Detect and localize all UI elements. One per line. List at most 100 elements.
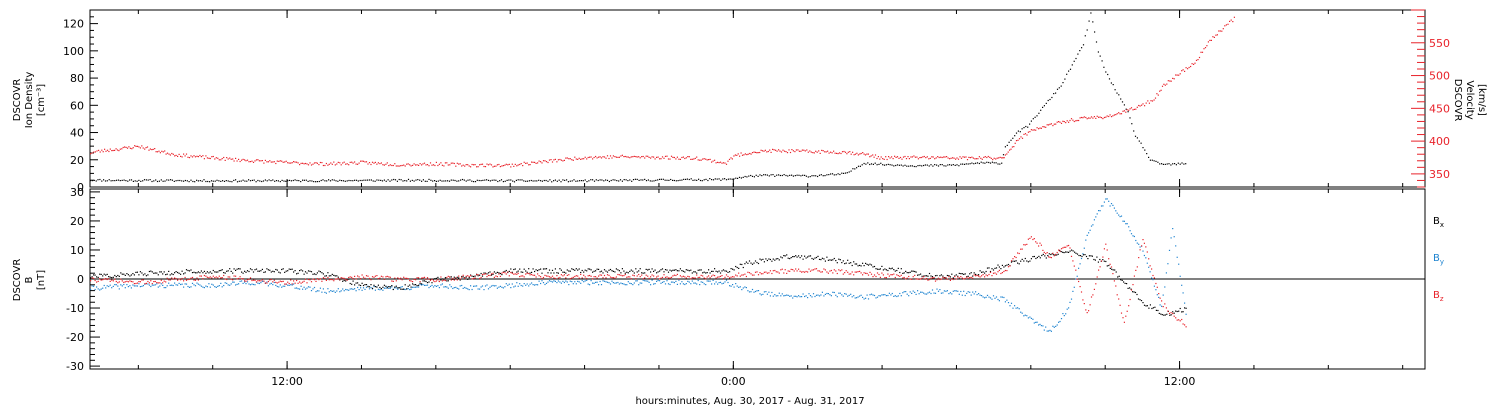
- bz-point: [790, 268, 792, 270]
- bx-point: [1075, 252, 1077, 254]
- by-point: [905, 291, 907, 293]
- by-point: [973, 293, 975, 295]
- bx-point: [715, 270, 717, 272]
- velocity-point: [706, 159, 708, 161]
- bx-point: [812, 258, 815, 260]
- velocity-point: [1147, 100, 1149, 102]
- bx-point: [595, 270, 597, 272]
- velocity-point: [1209, 39, 1211, 41]
- density-point: [610, 179, 612, 182]
- bx-point: [878, 268, 880, 270]
- by-point: [747, 290, 749, 292]
- by-point: [781, 293, 783, 295]
- by-point: [614, 282, 616, 284]
- density-point: [391, 179, 393, 181]
- bx-point: [1179, 307, 1181, 310]
- bx-point: [1024, 257, 1026, 260]
- bz-point: [1059, 250, 1061, 252]
- by-point: [592, 282, 594, 284]
- density-point: [937, 165, 940, 167]
- bz-point: [805, 270, 807, 273]
- by-point: [154, 284, 156, 286]
- bx-point: [343, 279, 345, 282]
- velocity-point: [345, 163, 347, 165]
- velocity-point: [227, 158, 229, 160]
- bx-point: [362, 284, 365, 287]
- velocity-point: [510, 166, 512, 168]
- by-point: [315, 291, 317, 293]
- velocity-point: [825, 151, 827, 153]
- bx-point: [211, 272, 213, 274]
- bz-point: [942, 276, 944, 278]
- by-point: [691, 280, 693, 282]
- bx-point: [1076, 253, 1079, 255]
- density-point: [770, 174, 772, 176]
- bz-point: [1032, 238, 1034, 241]
- density-point: [409, 180, 411, 182]
- bx-point: [778, 259, 780, 261]
- by-point: [697, 279, 699, 282]
- bx-point: [757, 262, 760, 265]
- by-point: [528, 285, 530, 287]
- velocity-point: [789, 151, 792, 154]
- bz-point: [1128, 305, 1130, 307]
- bz-point: [93, 277, 95, 279]
- velocity-point: [940, 156, 942, 158]
- velocity-point: [1045, 126, 1047, 128]
- by-point: [479, 288, 481, 290]
- bz-point: [302, 281, 304, 283]
- by-point: [118, 288, 120, 290]
- velocity-point: [483, 165, 485, 168]
- by-point: [487, 288, 490, 290]
- by-point: [1012, 307, 1014, 309]
- density-point: [192, 180, 194, 183]
- bx-point: [995, 267, 998, 269]
- bz-point: [498, 273, 500, 275]
- by-point: [493, 285, 495, 287]
- bz-point: [135, 282, 137, 285]
- by-point: [1153, 285, 1155, 287]
- velocity-point: [678, 158, 680, 160]
- by-point: [1106, 198, 1108, 200]
- velocity-point: [947, 157, 949, 159]
- bz-point: [458, 275, 460, 277]
- bz-point: [102, 279, 104, 281]
- bz-point: [566, 274, 568, 276]
- bz-point: [410, 280, 412, 282]
- by-point: [163, 287, 165, 289]
- bz-point: [486, 276, 488, 278]
- velocity-point: [196, 155, 198, 157]
- by-point: [666, 280, 668, 282]
- velocity-point: [722, 162, 725, 164]
- by-point: [829, 294, 831, 296]
- velocity-point: [1115, 114, 1117, 116]
- density-point: [1051, 96, 1053, 99]
- by-point: [102, 287, 104, 289]
- x-axis-title: hours:minutes, Aug. 30, 2017 - Aug. 31, …: [635, 396, 864, 407]
- by-point: [1023, 315, 1025, 317]
- velocity-point: [1006, 153, 1008, 155]
- velocity-point: [484, 166, 487, 168]
- by-point: [428, 287, 430, 289]
- velocity-point: [885, 156, 887, 158]
- by-point: [492, 284, 494, 287]
- by-point: [162, 284, 164, 286]
- density-point: [1094, 31, 1096, 33]
- velocity-point: [1076, 119, 1078, 122]
- density-point: [142, 180, 144, 182]
- by-point: [687, 280, 689, 282]
- bz-point: [581, 277, 583, 279]
- bx-point: [1158, 312, 1160, 314]
- by-point: [648, 281, 650, 283]
- density-point: [487, 179, 490, 181]
- density-point: [651, 180, 653, 182]
- bz-point: [1062, 247, 1064, 249]
- bx-point: [1027, 261, 1029, 263]
- by-point: [937, 290, 940, 292]
- density-point: [1030, 120, 1032, 122]
- density-point: [194, 181, 196, 183]
- by-point: [404, 288, 406, 291]
- by-point: [833, 291, 835, 294]
- velocity-point: [950, 157, 952, 159]
- velocity-point: [899, 156, 902, 159]
